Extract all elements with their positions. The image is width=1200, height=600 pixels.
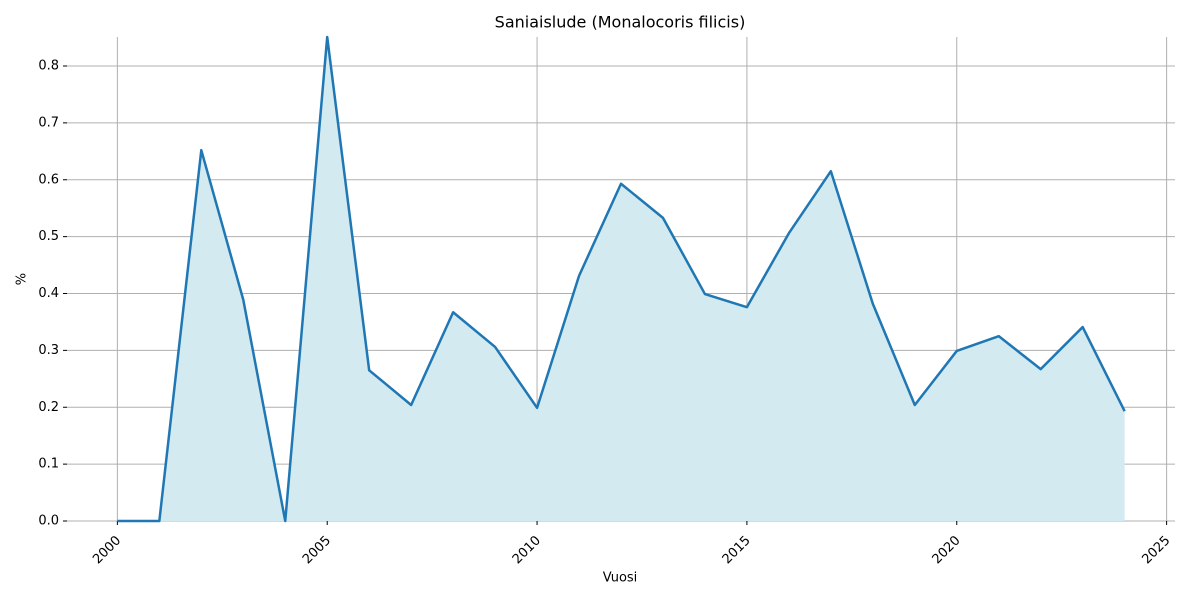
y-tick-label: 0.0 — [38, 514, 59, 529]
x-axis-label: Vuosi — [603, 571, 638, 586]
y-tick-label: 0.3 — [38, 343, 59, 358]
y-tick-label: 0.8 — [38, 59, 59, 74]
x-tick-label: 2020 — [930, 533, 964, 567]
x-tick-label: 2015 — [720, 533, 754, 567]
y-tick-label: 0.2 — [38, 400, 59, 415]
x-tick-label: 2000 — [90, 533, 124, 567]
area — [117, 37, 1125, 521]
x-tick-label: 2005 — [300, 533, 334, 567]
chart-title: Saniaislude (Monalocoris filicis) — [495, 13, 746, 32]
y-tick-label: 0.4 — [38, 286, 59, 301]
y-tick-label: 0.5 — [38, 229, 59, 244]
y-axis-label: % — [15, 273, 30, 285]
line — [117, 35, 1126, 523]
y-tick-label: 0.6 — [38, 172, 59, 187]
x-tick-label: 2025 — [1139, 533, 1173, 567]
x-tick-label: 2010 — [510, 533, 544, 567]
y-tick-label: 0.1 — [38, 457, 59, 472]
y-tick-label: 0.7 — [38, 115, 59, 130]
